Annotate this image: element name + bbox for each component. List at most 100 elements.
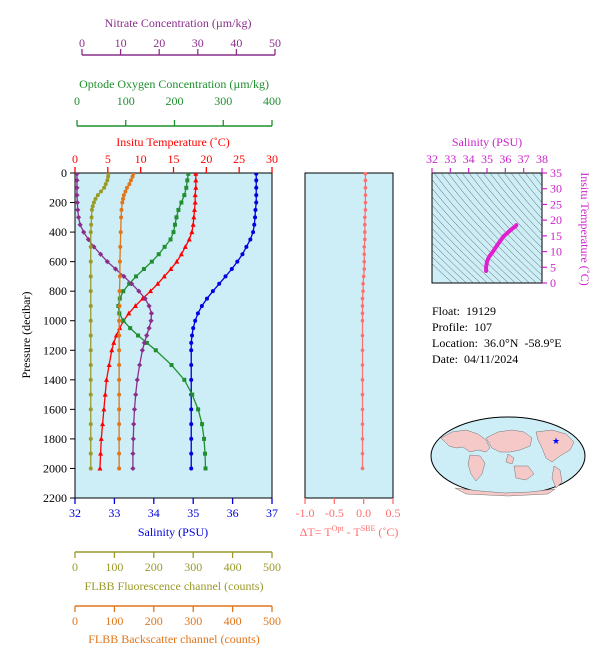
pressure-tick-label: 1600: [43, 402, 67, 416]
temperature-point: [178, 251, 184, 257]
pressure-tick-label: 200: [49, 196, 67, 210]
pressure-tick-label: 400: [49, 225, 67, 239]
nitrate-point: [85, 236, 91, 243]
temperature-axis-tick-label: 10: [135, 152, 147, 166]
nitrate-point: [91, 244, 97, 250]
delta-t-point: [361, 289, 365, 293]
fluorescence-point: [88, 274, 93, 279]
delta-t-point: [360, 407, 365, 412]
ts-density-contour: [432, 196, 516, 283]
oxygen-point: [141, 267, 146, 272]
fluorescence-point: [88, 244, 93, 249]
ts-density-contour: [440, 173, 542, 283]
fluorescence-axis: 0 100 200 300 400 500 FLBB Fluorescence chann…: [72, 551, 281, 593]
ts-density-contour: [482, 173, 542, 242]
delta-t-axis-tick-label: -0.5: [325, 506, 344, 520]
ts-salinity-tick-label: 37: [518, 152, 530, 166]
fluorescence-axis-tick-label: 500: [263, 560, 281, 574]
backscatter-point: [117, 422, 122, 427]
salinity-point: [244, 244, 249, 249]
nitrate-point: [75, 177, 80, 183]
temperature-point: [174, 258, 180, 264]
nitrate-point: [131, 421, 137, 427]
backscatter-point: [117, 259, 122, 264]
temperature-point: [192, 199, 198, 205]
temperature-axis-tick-label: 25: [233, 152, 245, 166]
nitrate-point: [75, 199, 80, 206]
backscatter-point: [117, 318, 122, 323]
delta-t-point: [360, 437, 365, 441]
fluorescence-point: [89, 207, 94, 212]
fluorescence-point: [88, 348, 93, 353]
oxygen-point: [168, 237, 173, 242]
nitrate-axis-tick-label: 30: [192, 36, 204, 50]
temperature-point: [102, 391, 108, 397]
temperature-point: [168, 266, 174, 272]
oxygen-point: [121, 318, 126, 323]
delta-t-point: [360, 318, 365, 323]
temperature-point: [132, 303, 138, 308]
salinity-point: [252, 222, 257, 227]
oxygen-point: [184, 185, 189, 190]
nitrate-axis: Nitrate Concentration (µm/kg) 0 10 20 30 40 5…: [79, 16, 281, 56]
temperature-axis-tick-label: 0: [72, 152, 78, 166]
nitrate-point: [134, 377, 140, 383]
ts-density-contour: [489, 173, 542, 234]
ts-salinity-tick-label: 35: [481, 152, 493, 166]
ts-density-contour: [461, 173, 542, 263]
nitrate-point: [148, 310, 155, 316]
fluorescence-point: [88, 289, 93, 294]
fluorescence-point: [88, 451, 93, 456]
world-map: ★: [430, 416, 586, 497]
temperature-point: [100, 421, 106, 427]
oxygen-axis-tick-label: 100: [117, 94, 135, 108]
backscatter-point: [117, 348, 122, 353]
delta-t-axis-label: ΔT= TOpt - TSBE (˚C): [300, 524, 399, 539]
oxygen-axis-tick-label: 200: [166, 94, 184, 108]
temperature-point: [191, 214, 197, 220]
nitrate-axis-tick-label: 10: [115, 36, 127, 50]
salinity-point: [189, 451, 194, 456]
temperature-point: [192, 207, 198, 212]
backscatter-axis-tick-label: 400: [224, 614, 242, 628]
salinity-point: [190, 333, 195, 338]
temperature-axis-label: Insitu Temperature (˚C): [116, 135, 230, 149]
oxygen-point: [186, 173, 191, 176]
salinity-point: [223, 274, 228, 279]
temperature-point: [186, 236, 192, 242]
ts-density-contour: [503, 173, 542, 219]
temperature-point: [193, 184, 199, 190]
ts-density-contour: [433, 173, 537, 283]
nitrate-axis-tick-label: 50: [269, 36, 281, 50]
delta-t-point: [360, 311, 365, 316]
temperature-point: [101, 406, 107, 412]
backscatter-point: [130, 174, 135, 179]
delta-t-point: [362, 245, 367, 249]
backscatter-axis-tick-label: 100: [105, 614, 123, 628]
salinity-point: [253, 215, 258, 220]
delta-t-axis-tick-label: 0.0: [356, 506, 371, 520]
ts-density-contour: [517, 173, 542, 204]
pressure-tick-label: 1800: [43, 432, 67, 446]
fluorescence-point: [88, 466, 93, 471]
temperature-point: [98, 450, 104, 456]
oxygen-axis-tick-label: 300: [214, 94, 232, 108]
salinity-axis-tick-label: 36: [227, 506, 239, 520]
delta-t-point: [363, 200, 368, 205]
backscatter-point: [125, 185, 130, 190]
nitrate-point: [77, 222, 83, 228]
temperature-point: [189, 229, 195, 235]
temperature-point: [106, 362, 112, 368]
oxygen-point: [182, 193, 187, 198]
oxygen-point: [128, 326, 133, 331]
ts-salinity-tick-label: 33: [444, 152, 456, 166]
fluorescence-axis-tick-label: 200: [145, 560, 163, 574]
temperature-point: [97, 465, 103, 471]
nitrate-axis-label: Nitrate Concentration (µm/kg): [105, 16, 252, 30]
delta-t-point: [363, 222, 367, 227]
nitrate-point: [148, 318, 154, 324]
fluorescence-point: [88, 318, 93, 323]
nitrate-point: [130, 436, 136, 442]
oxygen-point: [202, 436, 207, 441]
oxygen-axis-label: Optode Oxygen Concentration (µm/kg): [79, 77, 269, 91]
